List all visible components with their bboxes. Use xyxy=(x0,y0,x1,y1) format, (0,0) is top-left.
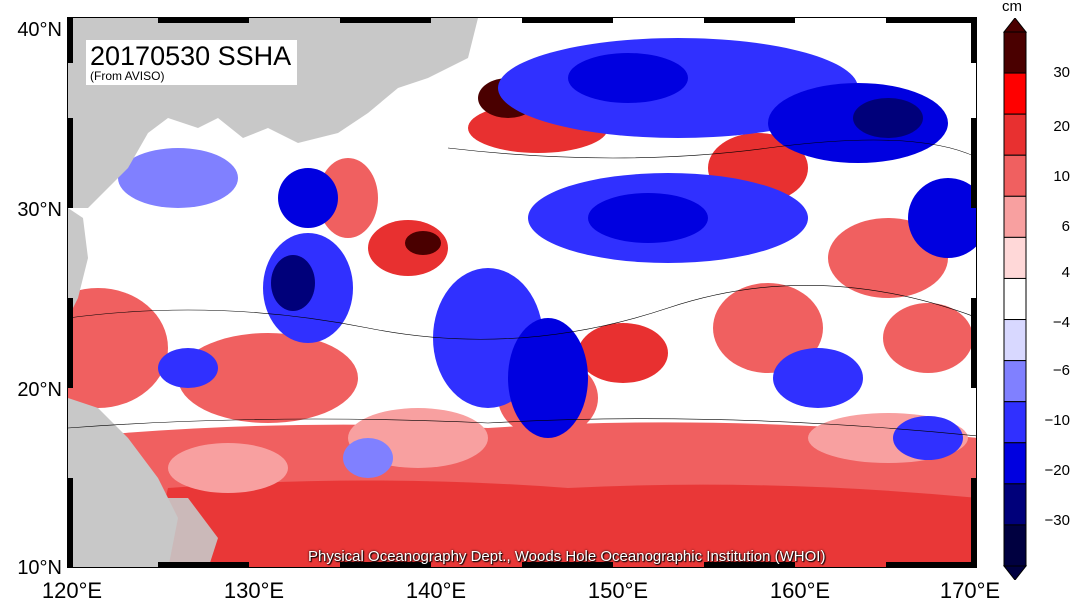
frame-tick xyxy=(971,478,977,568)
lat-label-10n: 10°N xyxy=(17,557,62,579)
colorbar-label: −6 xyxy=(1052,362,1070,379)
frame-tick xyxy=(340,17,431,23)
frame-tick xyxy=(886,562,977,568)
frame-tick xyxy=(522,17,613,23)
colorbar-segment xyxy=(1003,195,1027,238)
ssha-map xyxy=(68,18,976,567)
map-subtitle: (From AVISO) xyxy=(90,69,165,83)
frame-tick xyxy=(704,17,795,23)
frame-tick xyxy=(158,17,249,23)
lon-label-160e: 160°E xyxy=(769,578,831,603)
lon-label-130e: 130°E xyxy=(223,578,285,603)
frame-tick xyxy=(522,562,613,568)
colorbar-segment xyxy=(1003,483,1027,526)
colorbar-label: 4 xyxy=(1061,264,1070,281)
lat-label-20n: 20°N xyxy=(17,379,62,401)
colorbar-label: −4 xyxy=(1052,314,1070,331)
colorbar-segment xyxy=(1003,277,1027,321)
colorbar-label: 10 xyxy=(1053,168,1070,185)
lon-label-120e: 120°E xyxy=(41,578,103,603)
lat-label-40n: 40°N xyxy=(17,19,62,41)
map-credit: Physical Oceanography Dept., Woods Hole … xyxy=(308,548,826,565)
frame-tick xyxy=(158,562,249,568)
colorbar-segment xyxy=(1003,319,1027,362)
frame-tick xyxy=(67,298,73,388)
map-title: 20170530 SSHA xyxy=(90,41,292,71)
lat-label-30n: 30°N xyxy=(17,199,62,221)
colorbar-segment xyxy=(1003,154,1027,197)
colorbar-arrow-bottom xyxy=(1002,565,1028,580)
frame-tick xyxy=(67,478,73,568)
colorbar-segment xyxy=(1003,236,1027,279)
frame-tick xyxy=(340,562,431,568)
colorbar-label: 20 xyxy=(1053,118,1070,135)
colorbar-label: 6 xyxy=(1061,218,1070,235)
colorbar xyxy=(1002,18,1028,580)
colorbar-arrow-top xyxy=(1002,18,1028,33)
frame-tick xyxy=(704,562,795,568)
frame-tick xyxy=(971,17,977,63)
colorbar-segment xyxy=(1003,72,1027,115)
colorbar-unit: cm xyxy=(1002,0,1022,15)
map-title-box: 20170530 SSHA (From AVISO) xyxy=(86,40,298,85)
lon-label-150e: 150°E xyxy=(587,578,649,603)
colorbar-segment xyxy=(1003,360,1027,403)
frame-tick xyxy=(67,118,73,208)
colorbar-segment xyxy=(1003,524,1027,567)
map-panel xyxy=(67,17,977,568)
colorbar-label: 30 xyxy=(1053,64,1070,81)
colorbar-segment xyxy=(1003,31,1027,74)
colorbar-label: −10 xyxy=(1044,412,1070,429)
colorbar-segment xyxy=(1003,442,1027,485)
lon-label-170e: 170°E xyxy=(939,578,1001,603)
frame-tick xyxy=(971,118,977,208)
frame-tick xyxy=(886,17,977,23)
colorbar-segment xyxy=(1003,401,1027,444)
frame-tick xyxy=(971,298,977,388)
frame-tick xyxy=(67,17,73,63)
lon-label-140e: 140°E xyxy=(405,578,467,603)
colorbar-label: −30 xyxy=(1044,512,1070,529)
colorbar-segment xyxy=(1003,113,1027,156)
colorbar-label: −20 xyxy=(1044,462,1070,479)
